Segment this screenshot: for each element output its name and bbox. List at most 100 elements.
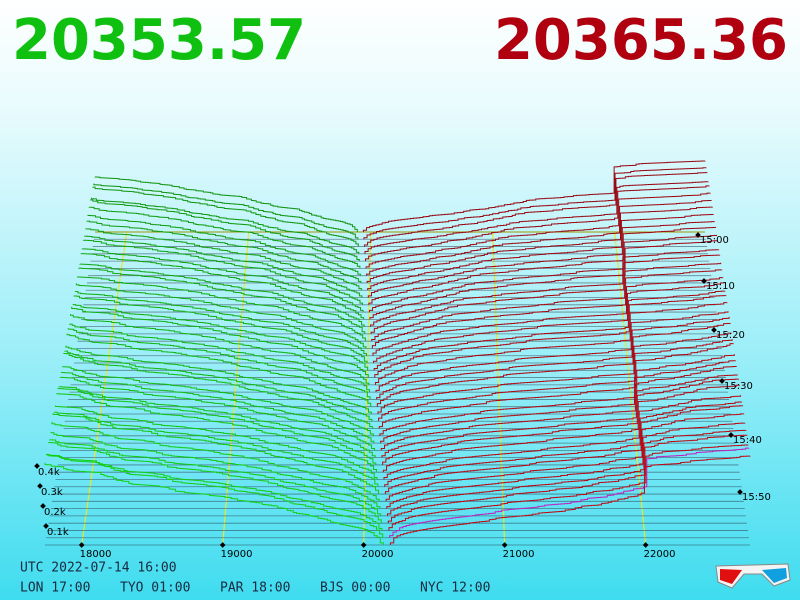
tick-marker: [78, 542, 85, 548]
bid-depth-line: [52, 413, 380, 495]
bid-depth-line: [85, 228, 362, 291]
bid-depth-line: [54, 405, 378, 480]
bid-depth-line: [74, 291, 367, 356]
bid-depth-line: [66, 333, 372, 407]
ask-depth-line: [383, 395, 742, 480]
bid-depth-line: [45, 454, 384, 538]
ask-depth-line: [373, 290, 726, 371]
floor-grid-line: [492, 231, 506, 546]
ask-price: 20365.36: [494, 8, 788, 73]
ask-depth-line: [368, 226, 716, 305]
ask-depth-line: [377, 332, 732, 414]
ask-depth-line: [374, 295, 727, 378]
bid-depth-line: [59, 376, 376, 451]
tick-marker: [501, 542, 508, 548]
ask-depth-line: [389, 447, 750, 538]
ask-depth-line: [384, 401, 743, 487]
world-clocks: LON 17:00 TYO 01:00 PAR 18:00 BJS 00:00 NYC …: [20, 581, 490, 596]
bid-depth-line: [44, 462, 384, 545]
3d-glasses-icon[interactable]: [715, 563, 791, 589]
bid-price: 20353.57: [12, 8, 306, 73]
price-tick-label: 19000: [221, 549, 253, 560]
tick-marker: [728, 432, 734, 438]
tick-marker: [737, 489, 743, 495]
depth-tick-label: 0.4k: [38, 467, 60, 478]
bid-depth-line: [50, 432, 381, 509]
time-tick-label: 15:20: [716, 330, 745, 341]
time-tick-label: 15:50: [742, 492, 771, 503]
ask-depth-line: [372, 277, 724, 356]
bid-depth-line: [87, 214, 361, 276]
bid-depth-line: [47, 442, 382, 524]
floor-grid-line: [222, 231, 250, 546]
zone-time: NYC 12:00: [420, 581, 490, 596]
bid-depth-line: [79, 263, 365, 327]
bid-depth-line: [82, 239, 364, 305]
ask-depth-line: [374, 302, 728, 385]
ask-depth-line: [378, 343, 734, 429]
ask-depth-line: [370, 249, 720, 327]
time-tick-label: 15:10: [706, 281, 735, 292]
ask-depth-line: [375, 311, 729, 393]
ask-depth-line: [378, 339, 733, 422]
bid-depth-line: [63, 353, 374, 429]
bid-depth-line: [81, 248, 364, 313]
bid-depth-line: [61, 366, 374, 436]
ask-depth-line: [367, 221, 715, 298]
ask-depth-line: [364, 181, 709, 254]
ask-depth-line: [365, 185, 710, 262]
bid-depth-line: [77, 276, 366, 342]
bid-depth-line: [94, 176, 358, 232]
bid-depth-line: [58, 386, 376, 458]
utc-time: UTC 2022-07-14 16:00: [20, 561, 177, 576]
bid-depth-line: [68, 323, 370, 393]
bid-depth-line: [72, 304, 369, 371]
bid-depth-line: [78, 267, 366, 334]
bid-depth-line: [88, 206, 361, 269]
bid-depth-line: [86, 220, 362, 283]
time-tick-label: 15:40: [733, 435, 762, 446]
ask-depth-line: [363, 167, 707, 240]
bid-depth-line: [51, 421, 380, 502]
ask-depth-line: [371, 269, 723, 349]
bid-depth-line: [71, 306, 369, 378]
depth-tick-label: 0.2k: [44, 507, 66, 518]
bid-depth-line: [93, 183, 359, 240]
ask-depth-line: [380, 360, 736, 444]
axis-labels: 18000 19000 20000 21000 22000 0.1k 0.2k 0.3k 0.4…: [34, 232, 771, 560]
ask-depth-line: [362, 160, 706, 232]
time-tick-label: 15:00: [700, 235, 729, 246]
bid-depth-line: [46, 453, 383, 531]
ask-depth-line: [382, 384, 741, 473]
ask-depth-line: [381, 374, 738, 458]
ask-depth-line: [388, 444, 749, 531]
bid-depth-line: [70, 313, 370, 385]
ask-depth-line: [387, 429, 747, 516]
price-tick-label: 18000: [80, 549, 112, 560]
ask-depth-line: [365, 192, 711, 269]
ask-depth-line: [386, 422, 746, 509]
ask-depth-line: [384, 405, 744, 495]
bid-depth-line: [92, 186, 359, 247]
bid-depth-line: [89, 199, 360, 262]
ask-depth-line: [368, 234, 718, 313]
ask-depth-line: [379, 354, 735, 436]
bid-depth-line: [53, 411, 379, 487]
ask-depth-line: [367, 214, 714, 291]
ask-depth-line: [366, 199, 712, 276]
ask-depth-line: [382, 378, 739, 465]
depth-tick-label: 0.3k: [41, 487, 63, 498]
tick-marker: [701, 278, 707, 284]
zone-time: LON 17:00: [20, 581, 90, 596]
bid-depth-line: [65, 345, 372, 414]
depth-layers: [44, 160, 751, 546]
bid-depth-line: [60, 372, 375, 444]
ask-depth-line: [380, 366, 737, 451]
tick-marker: [642, 542, 649, 548]
tick-marker: [219, 542, 226, 548]
tick-marker: [695, 232, 701, 238]
bid-depth-line: [49, 439, 382, 516]
bid-depth-line: [64, 350, 373, 422]
tick-marker: [711, 327, 717, 333]
